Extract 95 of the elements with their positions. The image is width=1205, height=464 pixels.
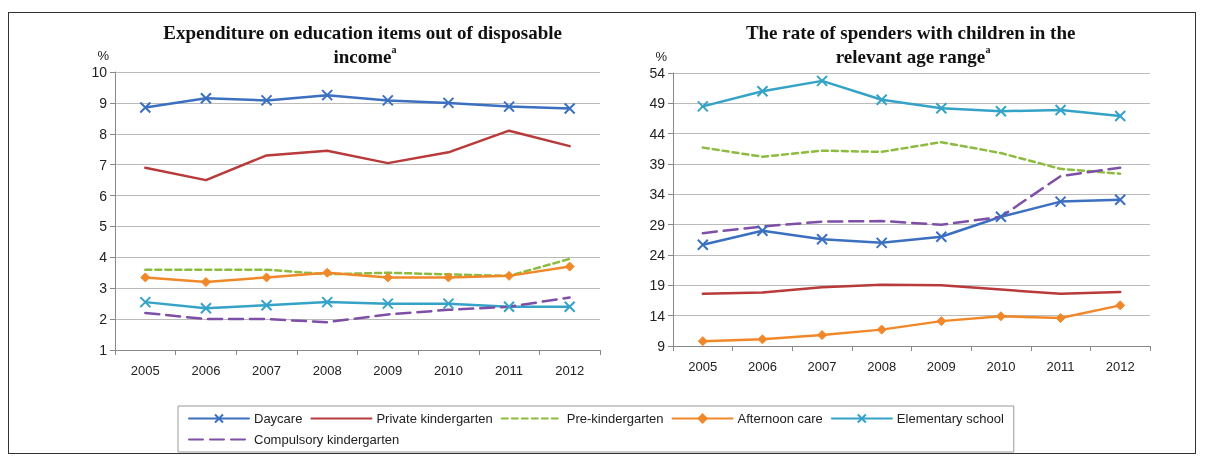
line-series	[144, 129, 571, 182]
point	[139, 101, 152, 114]
point	[936, 316, 947, 327]
point	[199, 92, 212, 105]
point	[260, 94, 273, 107]
point	[816, 74, 829, 87]
line-series	[144, 296, 571, 324]
x-tick-label: 2010	[986, 359, 1016, 374]
point	[443, 272, 454, 283]
point	[875, 93, 888, 106]
point	[875, 236, 888, 249]
point	[442, 96, 455, 109]
point	[817, 330, 828, 341]
point	[563, 300, 576, 313]
x-tick-label: 2011	[1046, 359, 1075, 374]
legend-label: Afternoon care	[737, 411, 823, 426]
point	[564, 261, 575, 272]
y-tick-label: 9	[99, 94, 108, 111]
y-tick-label: 6	[99, 187, 108, 204]
point	[994, 210, 1007, 223]
x-tick-label: 2007	[807, 359, 837, 374]
x-tick-label: 2011	[495, 363, 524, 378]
x-tick-label: 2008	[312, 363, 342, 378]
point	[321, 89, 334, 102]
y-tick-label: 5	[99, 218, 108, 235]
point	[140, 272, 151, 283]
line-series	[701, 166, 1122, 235]
legend-label: Compulsory kindergarten	[254, 432, 400, 447]
y-tick-label: 1	[99, 342, 108, 358]
y-tick-label: 8	[99, 125, 108, 142]
point	[995, 311, 1006, 322]
point	[757, 334, 768, 345]
point	[139, 296, 152, 309]
y-tick-label: 24	[649, 247, 666, 263]
x-tick-label: 2008	[867, 359, 897, 374]
point	[696, 238, 709, 251]
y-tick-label: 29	[649, 216, 666, 233]
legend-label: Elementary school	[896, 411, 1004, 426]
point	[1115, 300, 1126, 311]
point	[261, 272, 272, 283]
point	[321, 296, 334, 309]
y-tick-label: 9	[657, 338, 666, 354]
x-tick-label: 2005	[130, 363, 160, 378]
point	[816, 233, 829, 246]
y-axis-title: %	[97, 48, 110, 63]
y-tick-label: 10	[91, 64, 108, 80]
point	[756, 224, 769, 237]
y-tick-label: 2	[99, 311, 108, 328]
point	[504, 270, 515, 281]
point	[756, 85, 769, 98]
y-tick-label: 19	[649, 277, 666, 294]
y-tick-label: 49	[649, 95, 666, 112]
x-tick-label: 2009	[373, 363, 403, 378]
point	[1054, 195, 1067, 208]
point	[442, 297, 455, 310]
line-series	[701, 140, 1122, 175]
point	[503, 300, 516, 313]
point	[381, 94, 394, 107]
point	[200, 277, 211, 288]
y-tick-label: 7	[99, 156, 108, 173]
x-tick-label: 2009	[926, 359, 956, 374]
x-tick-label: 2005	[688, 359, 718, 374]
point	[199, 302, 212, 315]
x-tick-label: 2006	[191, 363, 221, 378]
y-tick-label: 39	[649, 156, 666, 172]
point	[696, 100, 709, 113]
point	[260, 299, 273, 312]
y-tick-label: 3	[99, 280, 108, 297]
y-tick-label: 34	[649, 186, 666, 203]
point	[1054, 104, 1067, 117]
point	[994, 105, 1007, 118]
point	[876, 324, 887, 335]
point	[382, 272, 393, 283]
point	[503, 100, 516, 113]
point	[1114, 110, 1127, 123]
point	[935, 102, 948, 115]
point	[563, 102, 576, 115]
line-series	[701, 283, 1122, 296]
y-axis-title: %	[655, 49, 668, 64]
x-tick-label: 2007	[252, 363, 282, 378]
y-tick-label: 54	[649, 65, 666, 81]
legend-label: Pre-kindergarten	[566, 411, 664, 426]
x-tick-label: 2010	[433, 363, 463, 378]
point	[1114, 193, 1127, 206]
x-tick-label: 2012	[1105, 359, 1135, 374]
x-tick-label: 2012	[555, 363, 585, 378]
point	[381, 297, 394, 310]
x-tick-label: 2006	[747, 359, 777, 374]
point	[697, 336, 708, 347]
y-tick-label: 14	[649, 307, 666, 324]
y-tick-label: 4	[99, 249, 108, 266]
legend-label: Daycare	[254, 411, 303, 426]
legend-label: Private kindergarten	[376, 411, 493, 426]
y-tick-label: 44	[649, 125, 666, 142]
point	[935, 230, 948, 243]
